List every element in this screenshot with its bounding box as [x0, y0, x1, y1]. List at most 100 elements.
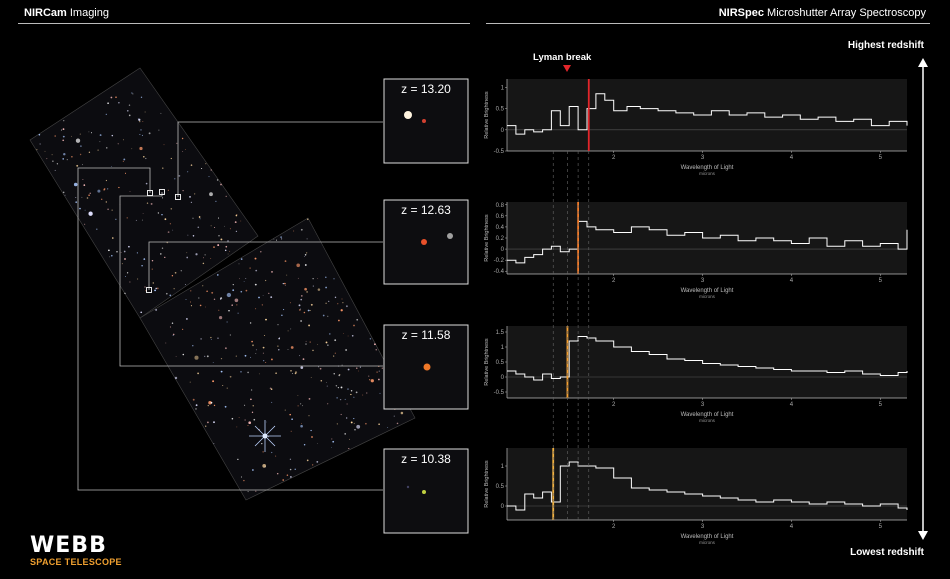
- star: [235, 214, 238, 217]
- x-tick-label: 5: [879, 402, 883, 408]
- star: [281, 238, 283, 240]
- star: [229, 375, 232, 378]
- star: [172, 229, 174, 231]
- star: [280, 236, 282, 238]
- galaxy-dot: [422, 490, 426, 494]
- star: [232, 283, 234, 286]
- star: [213, 404, 216, 407]
- star: [249, 322, 252, 324]
- nirspec-header: NIRSpec Microshutter Array Spectroscopy: [719, 7, 926, 19]
- star: [142, 213, 144, 214]
- star: [184, 149, 186, 150]
- star: [250, 356, 252, 358]
- star: [309, 310, 311, 311]
- star: [255, 490, 257, 492]
- star: [355, 391, 358, 394]
- star: [190, 305, 192, 307]
- logo-subtitle: SPACE TELESCOPE: [30, 557, 122, 567]
- x-axis-unit: microns: [699, 540, 716, 545]
- y-tick-label: -0.5: [494, 149, 505, 155]
- star: [172, 333, 175, 336]
- star: [325, 286, 327, 289]
- x-axis-label: Wavelength of Light: [681, 534, 734, 540]
- star: [344, 398, 346, 400]
- x-tick-label: 5: [879, 524, 883, 530]
- star: [161, 197, 164, 199]
- star: [345, 305, 348, 308]
- star: [75, 138, 81, 143]
- star: [159, 253, 162, 255]
- star: [302, 358, 305, 360]
- star: [276, 239, 277, 241]
- star: [152, 282, 155, 284]
- star: [96, 228, 98, 231]
- star: [317, 442, 318, 444]
- star: [317, 288, 321, 291]
- star: [167, 231, 170, 233]
- galaxy-cutout: z = 10.38: [383, 448, 469, 534]
- star: [192, 345, 194, 347]
- star: [131, 92, 133, 94]
- star: [336, 423, 338, 425]
- star: [301, 423, 302, 424]
- star: [155, 309, 157, 311]
- star: [234, 221, 237, 224]
- star: [145, 157, 147, 160]
- star: [79, 207, 81, 210]
- x-tick-label: 3: [701, 402, 705, 408]
- star: [229, 228, 231, 230]
- star: [126, 272, 129, 274]
- star: [308, 397, 311, 400]
- star: [203, 257, 204, 259]
- nirspec-header-bold: NIRSpec: [718, 7, 764, 19]
- star: [110, 96, 113, 99]
- star: [126, 109, 129, 112]
- star: [213, 421, 215, 424]
- star: [262, 352, 264, 354]
- star: [88, 211, 93, 216]
- star: [116, 251, 118, 253]
- star: [305, 340, 307, 342]
- star: [185, 298, 187, 300]
- star: [60, 129, 63, 131]
- star: [270, 358, 273, 361]
- star: [251, 411, 254, 413]
- star: [353, 422, 355, 424]
- star: [195, 404, 198, 407]
- star: [227, 240, 229, 242]
- star: [167, 189, 169, 191]
- star: [300, 424, 303, 428]
- break-guide-lines: [552, 151, 590, 520]
- star: [297, 405, 299, 407]
- star: [186, 256, 189, 259]
- star: [187, 171, 189, 173]
- star: [170, 157, 172, 160]
- star: [283, 309, 285, 311]
- star: [311, 436, 313, 438]
- star: [137, 278, 139, 280]
- star: [157, 212, 160, 214]
- star: [229, 250, 231, 252]
- star: [305, 343, 307, 345]
- star: [79, 153, 82, 156]
- star: [224, 249, 227, 252]
- star: [306, 238, 308, 240]
- star: [86, 197, 89, 199]
- y-tick-label: 0.5: [496, 484, 505, 490]
- star: [82, 179, 84, 181]
- star: [254, 283, 257, 286]
- star: [299, 355, 301, 357]
- star: [202, 285, 204, 287]
- star: [312, 285, 314, 287]
- star: [217, 217, 220, 219]
- star: [332, 440, 335, 443]
- star: [243, 479, 245, 482]
- star: [375, 349, 377, 351]
- galaxy-dot: [423, 363, 431, 371]
- star: [253, 418, 256, 421]
- x-tick-label: 3: [701, 278, 705, 284]
- y-tick-label: 0: [501, 247, 505, 253]
- star: [79, 133, 81, 135]
